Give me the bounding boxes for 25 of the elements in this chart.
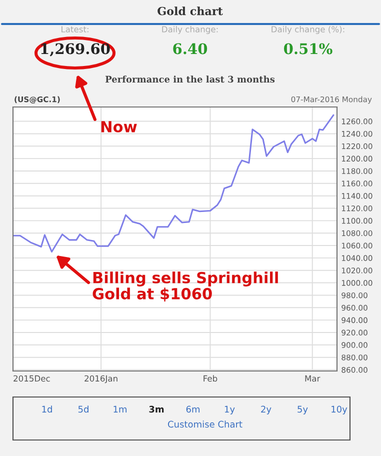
x-tick-label: 2016Jan bbox=[84, 375, 118, 384]
x-tick-label: 2015Dec bbox=[14, 375, 50, 382]
text: 2y bbox=[261, 406, 272, 414]
text: 10y bbox=[332, 406, 348, 414]
text: 6.40 bbox=[173, 43, 208, 54]
line-series bbox=[13, 114, 334, 252]
text: Customise Chart bbox=[168, 420, 242, 428]
text: 6m bbox=[186, 406, 200, 413]
chart-subtitle: Performance in the last 3 months bbox=[105, 76, 275, 83]
annotation: Billing sells Springhill Gold at $1060 bbox=[92, 272, 278, 302]
text: 1d bbox=[42, 406, 52, 413]
text: 5y bbox=[298, 406, 308, 414]
text: 1,269.60 bbox=[41, 43, 110, 56]
annotation: Now bbox=[101, 121, 137, 132]
x-tick-label: Feb bbox=[204, 375, 218, 382]
text: 5d bbox=[78, 406, 88, 413]
x-tick-label: Mar bbox=[305, 375, 320, 382]
chart-title: Gold chart bbox=[158, 6, 223, 16]
text: 3m bbox=[149, 406, 164, 413]
text: Daily change: bbox=[162, 26, 218, 34]
text: Daily change (%): bbox=[272, 26, 344, 34]
text: 1y bbox=[224, 406, 235, 414]
text: 0.51% bbox=[284, 43, 332, 54]
text: Latest: bbox=[62, 26, 88, 32]
text: 1m bbox=[114, 406, 127, 412]
